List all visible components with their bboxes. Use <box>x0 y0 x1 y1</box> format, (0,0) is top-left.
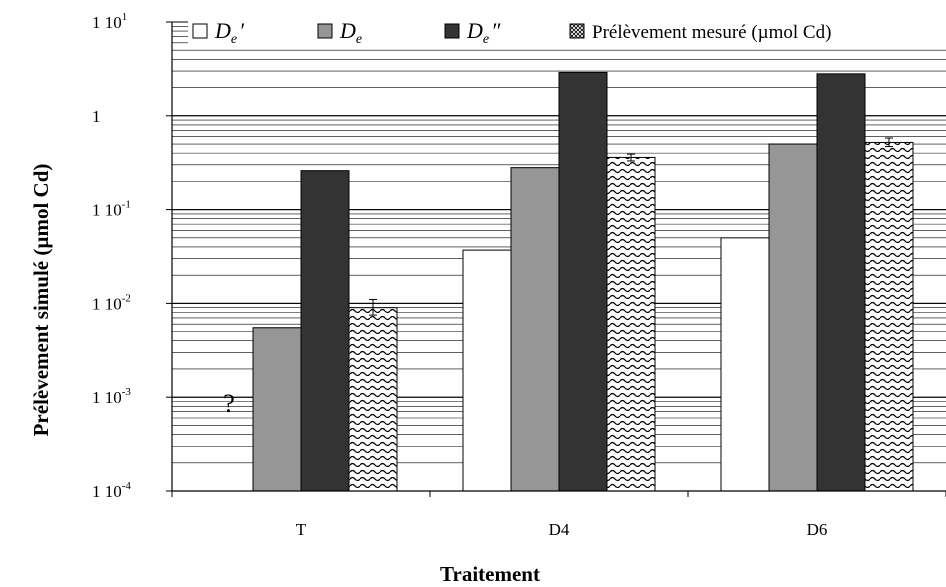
legend-label: De′ <box>214 18 245 47</box>
legend-swatch <box>317 23 333 39</box>
x-axis-label: Traitement <box>440 562 540 586</box>
x-tick-label: T <box>296 520 307 539</box>
bar-1 <box>720 237 770 492</box>
bar-4 <box>348 307 398 492</box>
bar-3 <box>558 71 608 492</box>
y-tick-label: 1 10-4 <box>92 480 131 501</box>
legend-label: Prélèvement mesuré (µmol Cd) <box>592 22 831 43</box>
bar-4 <box>606 156 656 492</box>
y-axis-label: Prélèvement simulé (µmol Cd) <box>29 164 53 437</box>
legend-label: De <box>339 18 362 47</box>
y-tick-label: 1 10-3 <box>92 386 131 407</box>
bar-4 <box>864 141 914 492</box>
x-axis-ticks: T D4 D6 <box>171 491 946 539</box>
bar-3 <box>300 170 350 492</box>
legend: De′ De De″ Prélèvement mesuré (µmol Cd) <box>188 14 946 47</box>
y-tick-label: 1 101 <box>92 11 127 32</box>
legend-swatch <box>444 23 460 39</box>
y-axis-ticks: 1 10-4 1 10-3 1 10-2 1 10-1 1 1 101 <box>92 11 172 501</box>
x-tick-label: D6 <box>807 520 828 539</box>
annotations: ? <box>223 389 235 418</box>
bar-2 <box>768 143 818 492</box>
bar-2 <box>252 327 302 492</box>
y-tick-label: 1 10-1 <box>92 199 131 220</box>
bar-1 <box>462 249 512 492</box>
bar-3 <box>816 73 866 492</box>
legend-label: De″ <box>466 18 501 47</box>
legend-swatch <box>569 23 585 39</box>
axes <box>171 22 946 492</box>
y-tick-label: 1 10-2 <box>92 292 131 313</box>
legend-swatch <box>192 23 208 39</box>
bars <box>252 71 914 492</box>
bar-2 <box>510 167 560 492</box>
legend-background <box>188 14 946 44</box>
x-tick-label: D4 <box>549 520 570 539</box>
y-tick-label: 1 <box>92 107 101 126</box>
unknown-value-annotation: ? <box>223 389 235 418</box>
